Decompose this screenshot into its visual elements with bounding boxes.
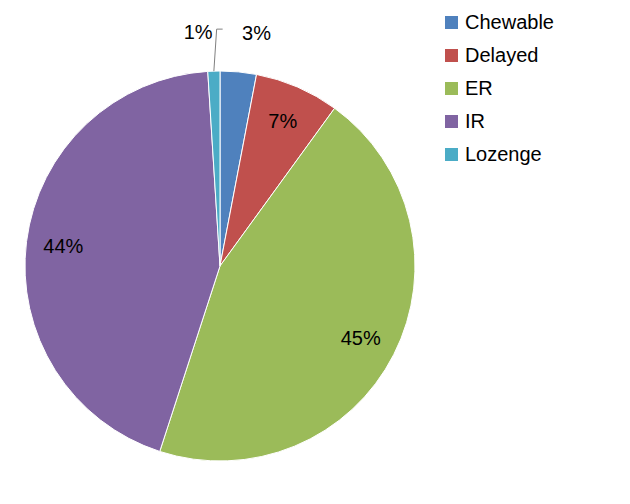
legend-label: ER (465, 77, 493, 99)
legend-swatch (445, 16, 458, 29)
legend-item: IR (445, 110, 485, 132)
pie (25, 71, 415, 461)
legend-item: ER (445, 77, 493, 99)
legend-swatch (445, 49, 458, 62)
data-label: 44% (43, 235, 83, 257)
legend-item: Delayed (445, 44, 538, 66)
pie-slice (208, 71, 220, 266)
data-labels: 3% 7% 45% 44% 1% (43, 21, 381, 349)
chart: 3% 7% 45% 44% 1% Chewable Delayed ER IR Lozenge (0, 0, 630, 504)
leader-line (214, 29, 223, 71)
legend-swatch (445, 82, 458, 95)
data-label: 7% (268, 110, 297, 132)
legend-swatch (445, 115, 458, 128)
legend-item: Chewable (445, 11, 554, 33)
legend: Chewable Delayed ER IR Lozenge (445, 11, 554, 165)
data-label: 45% (341, 327, 381, 349)
legend-label: Delayed (465, 44, 538, 66)
data-label: 1% (184, 21, 213, 43)
pie-slice (25, 71, 220, 451)
legend-label: IR (465, 110, 485, 132)
legend-item: Lozenge (445, 143, 542, 165)
data-label: 3% (242, 22, 271, 44)
legend-swatch (445, 148, 458, 161)
legend-label: Chewable (465, 11, 554, 33)
legend-label: Lozenge (465, 143, 542, 165)
